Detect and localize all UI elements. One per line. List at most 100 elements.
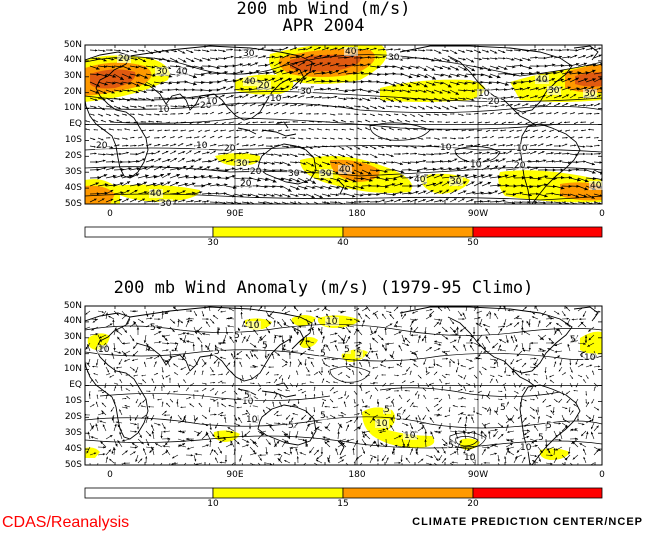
contour-label-bg [175,67,189,76]
contour-label-bg [319,169,333,178]
contour-label: 30 [388,53,400,63]
anomaly-colorbar [84,487,603,499]
contour-label-bg [439,143,453,152]
contour-label-bg [344,47,358,56]
colorbar-swatch [212,487,344,499]
contour-label: 5 [344,345,350,355]
latitude-label: 10S [64,134,82,145]
contour-label: 10 [584,353,596,363]
contour-label: 10 [206,97,218,107]
contour-label-bg [375,419,389,428]
contour-label: 20 [514,161,526,171]
contour-label: 10 [242,397,254,407]
contour-label: 10 [196,141,208,151]
contour-label: 5 [570,335,576,345]
footer-credit: CLIMATE PREDICTION CENTER/NCEP [412,516,643,528]
latitude-label: 40S [64,443,82,454]
contour-label: 10 [158,105,170,115]
contour-label: 40 [590,181,602,191]
contour-label: 5 [150,323,156,333]
contour-label-bg [97,345,111,354]
contour-label: 5 [244,391,250,401]
wind-speed-shading-core [90,54,602,89]
contour-label: 10 [464,453,476,463]
contour-label: 10 [470,160,482,170]
contour-label: 20 [258,81,270,91]
contour-label-bg [515,144,529,153]
wind-subtitle-month: APR 2004 [282,16,365,36]
latitude-label: EQ [69,380,82,390]
contour-label-bg [325,317,339,326]
contour-value-labels: 2030404030302010403020101020201030203040… [95,47,603,463]
colorbar-label: 30 [207,238,219,248]
wind-map-panel [85,45,602,204]
contour-label: 5 [320,411,326,421]
contour-label-bg [569,335,577,344]
latitude-label: EQ [69,119,82,129]
contour-label: 5 [234,331,240,341]
contour-label-bg [245,415,259,424]
anomaly-title: 200 mb Wind Anomaly (m/s) (1979-95 Climo… [113,278,534,298]
contour-label: 10 [248,321,260,331]
latitude-label: 30N [63,332,82,343]
contour-label: 10 [376,419,388,429]
contour-label-bg [447,441,455,450]
contour-label: 10 [246,415,258,425]
contour-label-bg [319,411,327,420]
colorbar-label: 50 [467,238,479,248]
contour-label-bg [213,347,221,356]
contour-label-bg [469,160,483,169]
contour-label-bg [247,321,261,330]
colorbar-label: 10 [207,499,219,509]
contour-label: 5 [538,433,544,443]
longitude-label: 180 [348,470,366,480]
contour-label: 5 [262,341,268,351]
contour-label-bg [157,105,171,114]
contour-label: 10 [478,89,490,99]
contour-label-bg [545,421,553,430]
contour-label: 30 [300,87,312,97]
contour-label-bg [583,89,597,98]
contour-label-bg [233,331,241,340]
latitude-label: 30N [63,71,82,82]
longitude-label: 90E [226,470,244,480]
contour-label-bg [383,405,391,414]
contour-label-bg [149,323,157,332]
contour-label-bg [537,433,545,442]
contour-label-bg [413,175,427,184]
contour-label-bg [463,453,477,462]
contour-label-bg [223,144,237,153]
contour-label-bg [242,49,256,58]
contour-label: 40 [414,175,426,185]
contour-label-bg [449,177,463,186]
contour-label: 30 [450,177,462,187]
longitude-label: 0 [599,209,605,219]
contour-label: 20 [488,97,500,107]
contour-label-bg [95,141,109,150]
contour-label-bg [387,53,401,62]
contour-label-bg [343,345,351,354]
contour-label-bg [477,89,491,98]
contour-label: 5 [288,421,294,431]
contour-label: 10 [98,345,110,355]
colorbar-swatch [84,487,214,499]
contour-label-bg [195,141,209,150]
contour-label-bg [239,179,253,188]
contour-label: 30 [288,169,300,179]
latitude-label: 40S [64,182,82,193]
contour-label: 5 [500,403,506,413]
longitude-label: 90E [226,209,244,219]
latitude-label: 20N [63,87,82,98]
contour-label-bg [159,199,173,208]
contour-label-bg [547,86,561,95]
colorbar-swatch [84,226,214,238]
colorbar-swatch [342,226,474,238]
contour-label-bg [257,81,271,90]
longitude-label: 90W [467,209,489,219]
wind-title: 200 mb Wind (m/s) [236,0,411,19]
longitude-label: 0 [599,470,605,480]
contour-label-bg [535,75,549,84]
anomaly-map-panel [85,306,602,465]
longitude-label: 180 [348,209,366,219]
contour-label: 5 [384,405,390,415]
